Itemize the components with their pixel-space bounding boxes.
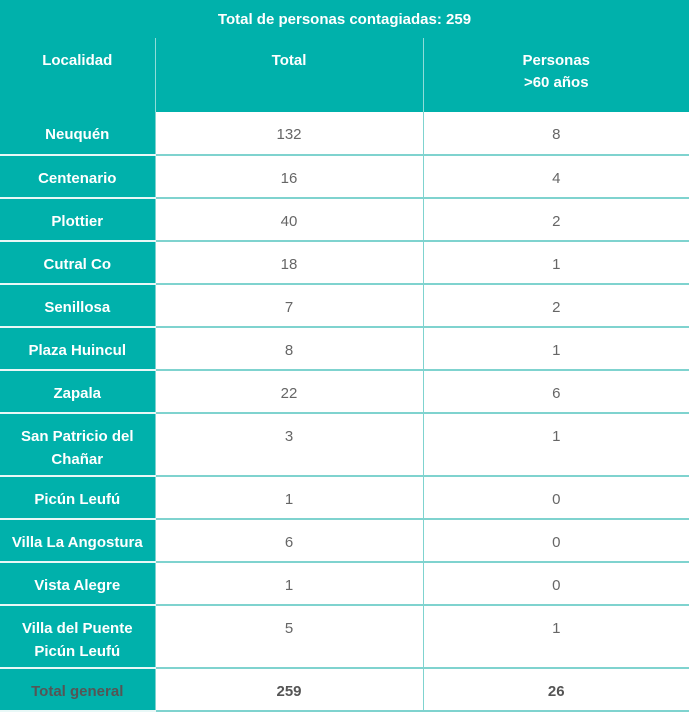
cell-mayores-60: 1 xyxy=(422,605,689,669)
cell-localidad: Plaza Huincul xyxy=(0,327,155,371)
cell-total: 3 xyxy=(154,413,423,477)
table-row: Senillosa 7 2 xyxy=(0,284,689,328)
cell-total: 18 xyxy=(154,241,423,285)
cell-total: 1 xyxy=(154,562,423,606)
cell-localidad: Senillosa xyxy=(0,284,155,328)
table-row: Zapala 22 6 xyxy=(0,370,689,414)
cell-mayores-60: 2 xyxy=(422,284,689,328)
table-row: Centenario 16 4 xyxy=(0,155,689,199)
cell-mayores-60: 1 xyxy=(422,241,689,285)
header-row: Localidad Total Personas >60 años xyxy=(0,38,689,112)
table-row: San Patricio del Chañar 3 1 xyxy=(0,413,689,477)
cell-total: 5 xyxy=(154,605,423,669)
table-row: Neuquén 132 8 xyxy=(0,112,689,156)
cell-localidad: Neuquén xyxy=(0,112,155,156)
table-row: Vista Alegre 1 0 xyxy=(0,562,689,606)
table-row: Plottier 40 2 xyxy=(0,198,689,242)
total-row: Total general 259 26 xyxy=(0,668,689,712)
cell-mayores-60: 1 xyxy=(422,327,689,371)
cell-localidad: Centenario xyxy=(0,155,155,199)
cell-total: 132 xyxy=(154,112,423,156)
cell-localidad: Picún Leufú xyxy=(0,476,155,520)
header-line: Personas xyxy=(522,52,591,69)
cases-table: Localidad Total Personas >60 años Neuquén… xyxy=(0,38,689,712)
cell-mayores-60: 0 xyxy=(422,562,689,606)
cell-total: 6 xyxy=(154,519,423,563)
cell-mayores-60: 0 xyxy=(422,476,689,520)
cell-mayores-60: 6 xyxy=(422,370,689,414)
table-row: Plaza Huincul 8 1 xyxy=(0,327,689,371)
total-localidad: Total general xyxy=(0,668,155,712)
cell-total: 1 xyxy=(154,476,423,520)
cell-localidad: Villa del Puente Picún Leufú xyxy=(0,605,155,669)
total-total: 259 xyxy=(154,668,423,712)
cell-total: 16 xyxy=(154,155,423,199)
cell-total: 8 xyxy=(154,327,423,371)
cell-mayores-60: 1 xyxy=(422,413,689,477)
cell-total: 7 xyxy=(154,284,423,328)
cell-localidad: Plottier xyxy=(0,198,155,242)
cell-total: 40 xyxy=(154,198,423,242)
table-row: Cutral Co 18 1 xyxy=(0,241,689,285)
cell-localidad: San Patricio del Chañar xyxy=(0,413,155,477)
cell-total: 22 xyxy=(154,370,423,414)
cell-mayores-60: 2 xyxy=(422,198,689,242)
cell-localidad: Cutral Co xyxy=(0,241,155,285)
table-title: Total de personas contagiadas: 259 xyxy=(0,0,689,38)
cell-mayores-60: 0 xyxy=(422,519,689,563)
cell-localidad: Villa La Angostura xyxy=(0,519,155,563)
cell-mayores-60: 8 xyxy=(422,112,689,156)
table-row: Villa La Angostura 6 0 xyxy=(0,519,689,563)
header-personas-60: Personas >60 años xyxy=(422,38,689,112)
header-localidad: Localidad xyxy=(0,38,155,112)
cell-localidad: Zapala xyxy=(0,370,155,414)
cell-localidad: Vista Alegre xyxy=(0,562,155,606)
header-total: Total xyxy=(154,38,423,112)
table-row: Villa del Puente Picún Leufú 5 1 xyxy=(0,605,689,669)
total-mayores-60: 26 xyxy=(422,668,689,712)
cell-mayores-60: 4 xyxy=(422,155,689,199)
header-line: >60 años xyxy=(523,74,589,91)
table-row: Picún Leufú 1 0 xyxy=(0,476,689,520)
